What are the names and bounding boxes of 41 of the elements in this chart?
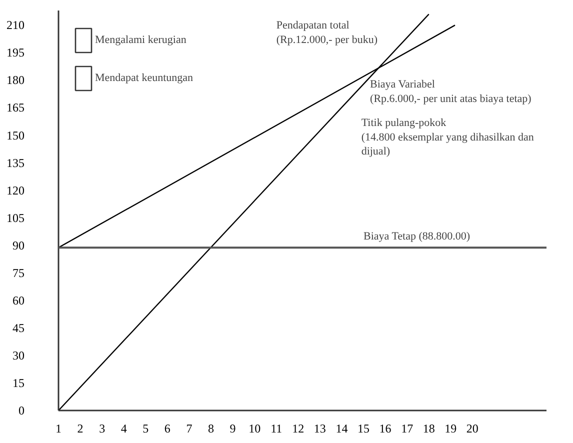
x-tick-label: 19 xyxy=(444,422,457,436)
y-tick-label: 180 xyxy=(6,73,24,88)
x-tick-label: 17 xyxy=(401,422,414,436)
y-tick-label: 120 xyxy=(6,183,24,198)
ref-line-label: Biaya Tetap (88.800.00) xyxy=(364,230,470,243)
x-tick-label: 2 xyxy=(77,422,84,436)
x-tick-label: 12 xyxy=(292,422,304,436)
y-tick-label: 15 xyxy=(12,376,24,390)
y-tick-label: 30 xyxy=(12,348,24,362)
x-tick-label: 15 xyxy=(358,422,370,436)
x-tick-label: 7 xyxy=(186,422,192,436)
annotation: Titik pulang-pokok (14.800 eksemplar yang dihasilkan dan dijual) xyxy=(361,116,534,158)
y-tick-label: 210 xyxy=(6,18,24,32)
y-tick-label: 0 xyxy=(18,404,24,418)
x-tick-label: 8 xyxy=(208,422,214,436)
x-tick-label: 4 xyxy=(120,422,127,436)
legend-label: Mendapat keuntungan xyxy=(95,72,194,84)
x-tick-label: 16 xyxy=(379,422,392,436)
x-tick-label: 18 xyxy=(422,422,435,436)
y-tick-label: 165 xyxy=(6,100,24,115)
annotation: Pendapatan total (Rp.12.000,- per buku) xyxy=(276,20,378,46)
x-tick-label: 1 xyxy=(56,422,62,436)
y-tick-label: 105 xyxy=(6,210,24,225)
x-tick-label: 13 xyxy=(314,422,326,436)
y-tick-label: 45 xyxy=(12,320,24,335)
x-tick-label: 5 xyxy=(142,422,149,436)
y-tick-label: 150 xyxy=(6,128,24,142)
y-tick-label: 135 xyxy=(6,156,24,170)
x-tick-label: 20 xyxy=(466,422,478,436)
x-tick-label: 10 xyxy=(248,422,261,436)
x-tick-label: 11 xyxy=(270,422,282,436)
y-tick-label: 60 xyxy=(12,293,24,308)
x-tick-label: 3 xyxy=(99,422,106,436)
y-tick-label: 75 xyxy=(12,266,24,280)
y-tick-label: 90 xyxy=(12,238,24,252)
x-tick-label: 9 xyxy=(230,422,236,436)
legend-label: Mengalami kerugian xyxy=(95,34,186,46)
x-tick-label: 6 xyxy=(164,422,170,436)
y-tick-label: 195 xyxy=(6,46,24,60)
annotation: Biaya Variabel (Rp.6.000,- per unit atas biaya tetap) xyxy=(370,78,532,105)
x-tick-label: 14 xyxy=(336,422,348,436)
